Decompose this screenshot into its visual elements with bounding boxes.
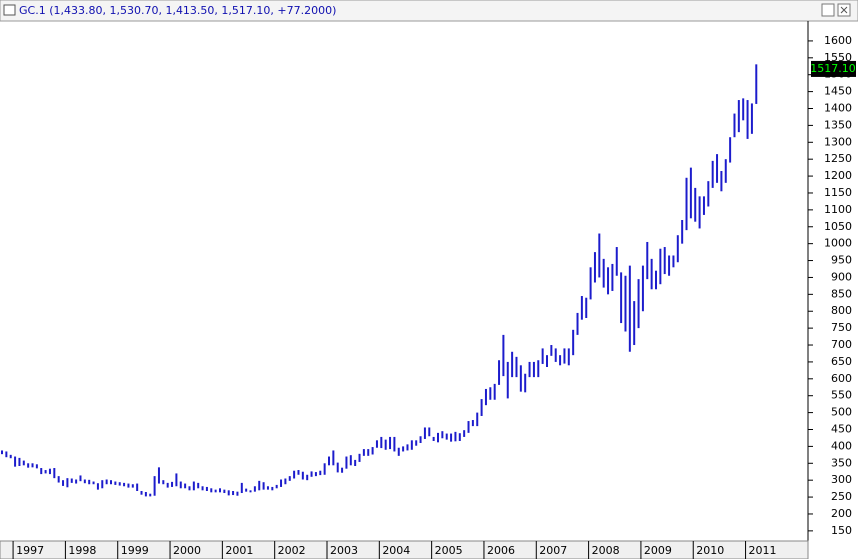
chart-title: GC.1 (1,433.80, 1,530.70, 1,413.50, 1,51… [19,4,336,17]
y-tick-label: 900 [831,270,852,283]
y-tick-label: 750 [831,321,852,334]
x-tick-label: 2008 [592,544,620,557]
y-tick-label: 150 [831,524,852,537]
x-tick-label: 2010 [696,544,724,557]
x-tick-label: 2005 [435,544,463,557]
y-tick-label: 1450 [824,85,852,98]
y-tick-label: 650 [831,355,852,368]
x-tick-label: 2002 [278,544,306,557]
y-tick-label: 1200 [824,169,852,182]
x-tick-label: 2011 [749,544,777,557]
y-tick-label: 400 [831,439,852,452]
y-tick-label: 1350 [824,118,852,131]
y-tick-label: 500 [831,406,852,419]
x-tick-label: 2001 [225,544,253,557]
y-tick-label: 800 [831,304,852,317]
y-tick-label: 1100 [824,203,852,216]
x-tick-label: 1998 [68,544,96,557]
x-tick-label: 2009 [644,544,672,557]
x-axis-strip [0,540,809,559]
y-tick-label: 700 [831,338,852,351]
y-tick-label: 1400 [824,102,852,115]
y-tick-label: 250 [831,490,852,503]
y-tick-label: 200 [831,507,852,520]
y-tick-label: 1050 [824,220,852,233]
y-tick-label: 1000 [824,237,852,250]
last-price-label: 1517.10 [810,62,856,75]
y-tick-label: 300 [831,473,852,486]
y-tick-label: 600 [831,372,852,385]
y-tick-label: 1150 [824,186,852,199]
x-tick-label: 2004 [382,544,410,557]
y-tick-label: 950 [831,254,852,267]
x-tick-label: 2006 [487,544,515,557]
y-tick-label: 1600 [824,34,852,47]
x-tick-label: 2003 [330,544,358,557]
maximize-button[interactable] [821,3,835,17]
window-icon[interactable] [3,4,16,16]
close-icon [840,6,848,14]
y-tick-label: 1300 [824,135,852,148]
y-tick-label: 850 [831,287,852,300]
y-tick-label: 1250 [824,152,852,165]
y-tick-label: 350 [831,456,852,469]
y-tick-label: 1550 [824,51,852,64]
y-tick-label: 450 [831,422,852,435]
y-tick-label: 550 [831,389,852,402]
x-tick-label: 2000 [173,544,201,557]
x-tick-label: 1997 [16,544,44,557]
x-tick-label: 2007 [539,544,567,557]
last-price-box [811,60,856,77]
x-tick-label: 1999 [121,544,149,557]
title-bar [0,0,858,22]
